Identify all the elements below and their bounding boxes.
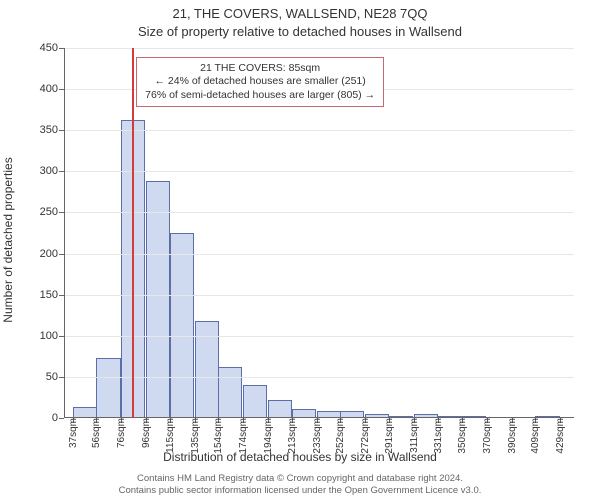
x-tick-label: 213sqm: [286, 418, 298, 454]
y-tick-label: 350: [40, 124, 64, 136]
x-tick-label: 390sqm: [506, 418, 518, 454]
annotation-line-2: ← 24% of detached houses are smaller (25…: [145, 75, 375, 88]
chart-container: 21, THE COVERS, WALLSEND, NE28 7QQ Size …: [0, 0, 600, 500]
x-tick-label: 252sqm: [334, 418, 346, 454]
reference-line: [132, 48, 134, 418]
footer-line-2: Contains public sector information licen…: [0, 485, 600, 497]
x-tick-label: 56sqm: [90, 418, 102, 448]
bar: [218, 367, 242, 418]
y-tick-label: 300: [40, 165, 64, 177]
chart-subtitle: Size of property relative to detached ho…: [0, 24, 600, 39]
x-tick-label: 331sqm: [432, 418, 444, 454]
x-tick-label: 154sqm: [212, 418, 224, 454]
gridline: [64, 130, 574, 131]
x-tick-label: 291sqm: [383, 418, 395, 454]
y-tick-label: 250: [40, 206, 64, 218]
x-tick-label: 370sqm: [481, 418, 493, 454]
page-title: 21, THE COVERS, WALLSEND, NE28 7QQ: [0, 6, 600, 21]
x-tick-label: 76sqm: [115, 418, 127, 448]
footer-line-1: Contains HM Land Registry data © Crown c…: [0, 473, 600, 485]
x-axis-label: Distribution of detached houses by size …: [0, 450, 600, 464]
x-tick-label: 409sqm: [529, 418, 541, 454]
gridline: [64, 377, 574, 378]
x-tick-label: 311sqm: [408, 418, 420, 453]
x-tick-label: 350sqm: [456, 418, 468, 454]
bar: [146, 181, 170, 418]
y-tick-label: 200: [40, 248, 64, 260]
y-tick-label: 50: [46, 371, 64, 383]
x-tick-label: 135sqm: [189, 418, 201, 454]
annotation-line-3: 76% of semi-detached houses are larger (…: [145, 89, 375, 102]
bar: [243, 385, 267, 418]
gridline: [64, 254, 574, 255]
annotation-box: 21 THE COVERS: 85sqm ← 24% of detached h…: [136, 57, 384, 106]
x-tick-label: 272sqm: [359, 418, 371, 454]
y-axis-line: [64, 48, 65, 418]
x-tick-label: 429sqm: [554, 418, 566, 454]
x-tick-label: 174sqm: [237, 418, 249, 454]
annotation-line-1: 21 THE COVERS: 85sqm: [145, 62, 375, 75]
x-tick-label: 115sqm: [164, 418, 176, 453]
y-tick-label: 150: [40, 289, 64, 301]
bar: [268, 400, 292, 418]
bar: [96, 358, 120, 418]
bar: [170, 233, 194, 418]
y-tick-label: 400: [40, 83, 64, 95]
y-axis-label: Number of detached properties: [1, 157, 15, 322]
x-tick-label: 37sqm: [67, 418, 79, 448]
x-tick-label: 233sqm: [311, 418, 323, 454]
x-tick-label: 96sqm: [140, 418, 152, 448]
footer: Contains HM Land Registry data © Crown c…: [0, 473, 600, 497]
gridline: [64, 336, 574, 337]
y-tick-label: 100: [40, 330, 64, 342]
gridline: [64, 171, 574, 172]
x-tick-label: 194sqm: [262, 418, 274, 454]
gridline: [64, 48, 574, 49]
plot-area: 050100150200250300350400450 21 THE COVER…: [64, 48, 574, 418]
y-tick-label: 0: [52, 412, 64, 424]
y-tick-label: 450: [40, 42, 64, 54]
gridline: [64, 295, 574, 296]
gridline: [64, 212, 574, 213]
